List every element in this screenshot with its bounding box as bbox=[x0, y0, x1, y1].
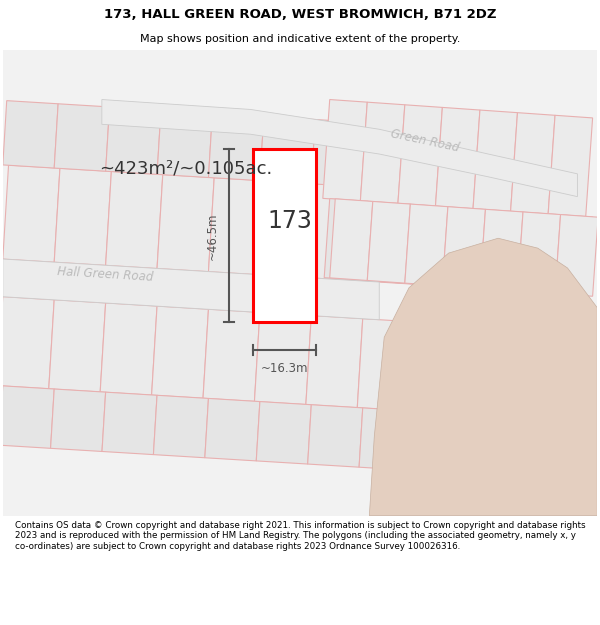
Polygon shape bbox=[311, 119, 367, 187]
Polygon shape bbox=[3, 165, 60, 262]
Polygon shape bbox=[437, 206, 480, 288]
Polygon shape bbox=[208, 113, 264, 181]
Polygon shape bbox=[512, 212, 555, 293]
Polygon shape bbox=[260, 116, 315, 184]
Polygon shape bbox=[414, 190, 472, 288]
Polygon shape bbox=[357, 319, 414, 411]
Polygon shape bbox=[152, 306, 208, 398]
Polygon shape bbox=[306, 316, 363, 408]
Polygon shape bbox=[102, 99, 577, 197]
Polygon shape bbox=[398, 105, 442, 206]
Polygon shape bbox=[436, 107, 480, 209]
Polygon shape bbox=[548, 115, 593, 217]
Polygon shape bbox=[0, 297, 54, 389]
Polygon shape bbox=[54, 104, 110, 171]
Polygon shape bbox=[442, 207, 485, 288]
Polygon shape bbox=[308, 405, 363, 468]
Polygon shape bbox=[330, 199, 373, 281]
Polygon shape bbox=[260, 181, 317, 278]
Polygon shape bbox=[367, 201, 410, 283]
Polygon shape bbox=[154, 395, 208, 458]
Text: Green Road: Green Road bbox=[389, 127, 460, 155]
Polygon shape bbox=[157, 174, 214, 272]
Polygon shape bbox=[400, 204, 442, 286]
Polygon shape bbox=[362, 201, 405, 283]
Polygon shape bbox=[323, 99, 367, 201]
Polygon shape bbox=[409, 322, 466, 414]
Polygon shape bbox=[3, 259, 379, 320]
Bar bbox=[253, 149, 316, 322]
Polygon shape bbox=[361, 102, 405, 204]
Polygon shape bbox=[517, 212, 560, 294]
Text: 173, HALL GREEN ROAD, WEST BROMWICH, B71 2DZ: 173, HALL GREEN ROAD, WEST BROMWICH, B71… bbox=[104, 8, 496, 21]
Polygon shape bbox=[480, 209, 523, 291]
Polygon shape bbox=[363, 122, 418, 190]
Text: ~46.5m: ~46.5m bbox=[206, 212, 219, 259]
Polygon shape bbox=[100, 303, 157, 395]
Polygon shape bbox=[256, 402, 311, 464]
Polygon shape bbox=[157, 110, 212, 178]
Text: Hall Green Road: Hall Green Road bbox=[57, 266, 154, 284]
Polygon shape bbox=[475, 209, 517, 291]
Polygon shape bbox=[466, 193, 523, 291]
Polygon shape bbox=[106, 107, 161, 174]
Text: ~423m²/~0.105ac.: ~423m²/~0.105ac. bbox=[100, 160, 272, 178]
Polygon shape bbox=[359, 408, 414, 471]
Polygon shape bbox=[50, 389, 106, 451]
Polygon shape bbox=[511, 112, 555, 214]
Polygon shape bbox=[466, 129, 521, 196]
Polygon shape bbox=[370, 238, 597, 516]
Polygon shape bbox=[555, 214, 598, 296]
Polygon shape bbox=[405, 204, 448, 286]
Polygon shape bbox=[324, 199, 367, 280]
Polygon shape bbox=[410, 411, 466, 474]
Text: Map shows position and indicative extent of the property.: Map shows position and indicative extent… bbox=[140, 34, 460, 44]
Polygon shape bbox=[49, 300, 106, 392]
Polygon shape bbox=[3, 101, 58, 168]
Polygon shape bbox=[203, 309, 260, 401]
Polygon shape bbox=[473, 110, 517, 211]
Text: ~16.3m: ~16.3m bbox=[261, 362, 308, 375]
Polygon shape bbox=[0, 386, 54, 448]
Polygon shape bbox=[106, 171, 163, 269]
Polygon shape bbox=[460, 325, 517, 417]
Polygon shape bbox=[311, 184, 368, 281]
Text: Contains OS data © Crown copyright and database right 2021. This information is : Contains OS data © Crown copyright and d… bbox=[15, 521, 586, 551]
Polygon shape bbox=[205, 398, 260, 461]
Polygon shape bbox=[208, 177, 266, 275]
Text: 173: 173 bbox=[267, 209, 312, 233]
Polygon shape bbox=[462, 414, 517, 477]
Polygon shape bbox=[550, 214, 593, 296]
Polygon shape bbox=[102, 392, 157, 454]
Polygon shape bbox=[54, 168, 112, 266]
Polygon shape bbox=[254, 312, 311, 404]
Polygon shape bbox=[363, 187, 420, 284]
Polygon shape bbox=[414, 126, 470, 193]
